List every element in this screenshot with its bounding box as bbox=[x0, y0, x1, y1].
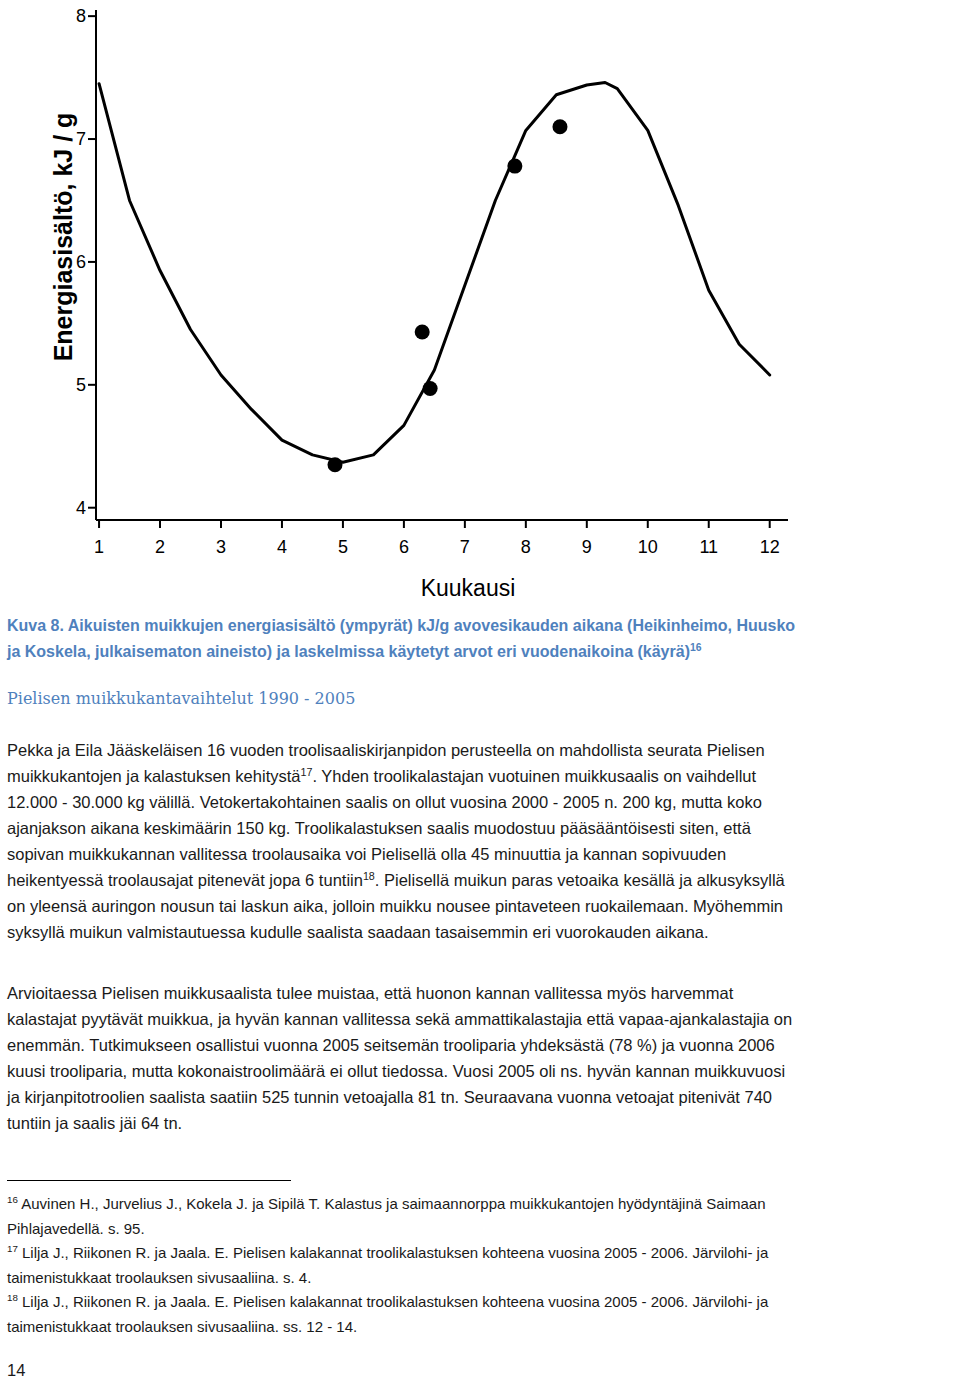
x-tick bbox=[159, 520, 161, 528]
data-point bbox=[552, 119, 567, 134]
text: taimenistukkaat troolauksen sivusaaliina… bbox=[7, 1269, 311, 1286]
text: Lilja J., Riikonen R. ja Jaala. E. Pieli… bbox=[18, 1244, 768, 1261]
paragraph-line: ja kirjanpitotroolien saalista saatiin 5… bbox=[7, 1088, 772, 1107]
text: Pekka ja Eila Jääskeläisen 16 vuoden tro… bbox=[7, 741, 765, 759]
paragraph-line: kalastajat pyytävät muikkua, ja hyvän ka… bbox=[7, 1010, 792, 1029]
heading: Pielisen muikkukantavaihtelut 1990 - 200… bbox=[7, 689, 355, 708]
y-tick-label: 4 bbox=[76, 498, 86, 518]
curve bbox=[99, 83, 770, 463]
footnote-ref: 18 bbox=[7, 1292, 18, 1303]
text: Kuva 8. Aikuisten muikkujen energiasisäl… bbox=[7, 617, 795, 634]
y-tick-label: 6 bbox=[76, 252, 86, 272]
x-tick bbox=[220, 520, 222, 528]
text: muikkukantojen ja kalastuksen kehitystä bbox=[7, 767, 301, 785]
paragraph-line: sopivan muikkukannan vallitessa troolaus… bbox=[7, 845, 726, 864]
x-tick-label: 10 bbox=[638, 537, 658, 557]
text: 12.000 - 30.000 kg välillä. Vetokertakoh… bbox=[7, 793, 762, 811]
paragraph-line: enemmän. Tutkimukseen osallistui vuonna … bbox=[7, 1036, 775, 1055]
caption-line: Kuva 8. Aikuisten muikkujen energiasisäl… bbox=[7, 617, 795, 635]
x-tick-label: 12 bbox=[760, 537, 780, 557]
chart: 45678123456789101112KuukausiEnergiasisäl… bbox=[0, 0, 960, 615]
x-tick bbox=[525, 520, 527, 528]
x-tick-label: 2 bbox=[155, 537, 165, 557]
x-tick bbox=[586, 520, 588, 528]
paragraph-line: ajanjakson aikana keskimäärin 150 kg. Tr… bbox=[7, 819, 751, 838]
text: Auvinen H., Jurvelius J., Kokela J. ja S… bbox=[18, 1195, 766, 1212]
paragraph-line: muikkukantojen ja kalastuksen kehitystä1… bbox=[7, 767, 756, 786]
x-axis bbox=[96, 519, 788, 521]
text: ja kirjanpitotroolien saalista saatiin 5… bbox=[7, 1088, 772, 1106]
text: kuusi trooliparia, mutta kokonaistroolim… bbox=[7, 1062, 785, 1080]
x-tick bbox=[708, 520, 710, 528]
paragraph-line: Arvioitaessa Pielisen muikkusaalista tul… bbox=[7, 984, 733, 1003]
text: Lilja J., Riikonen R. ja Jaala. E. Pieli… bbox=[18, 1293, 768, 1310]
y-tick-label: 8 bbox=[76, 6, 86, 26]
text: on yleensä auringon nousun tai laskun ai… bbox=[7, 897, 783, 915]
text: taimenistukkaat troolauksen sivusaaliina… bbox=[7, 1318, 357, 1335]
footnote-line: 17 Lilja J., Riikonen R. ja Jaala. E. Pi… bbox=[7, 1244, 768, 1261]
footnote-line: Pihlajavedellä. s. 95. bbox=[7, 1220, 145, 1237]
x-tick-label: 11 bbox=[699, 537, 718, 557]
x-tick-label: 3 bbox=[216, 537, 226, 557]
x-tick-label: 7 bbox=[460, 537, 470, 557]
x-tick-label: 6 bbox=[399, 537, 409, 557]
x-tick-label: 1 bbox=[94, 537, 104, 557]
text: Arvioitaessa Pielisen muikkusaalista tul… bbox=[7, 984, 733, 1002]
footnote-line: 16 Auvinen H., Jurvelius J., Kokela J. j… bbox=[7, 1195, 766, 1212]
x-tick-label: 5 bbox=[338, 537, 348, 557]
text: Pihlajavedellä. s. 95. bbox=[7, 1220, 145, 1237]
y-tick bbox=[88, 15, 96, 17]
x-tick bbox=[403, 520, 405, 528]
data-point bbox=[415, 324, 430, 339]
x-tick-label: 9 bbox=[582, 537, 592, 557]
y-tick bbox=[88, 507, 96, 509]
footnote-rule bbox=[7, 1180, 291, 1181]
paragraph-line: on yleensä auringon nousun tai laskun ai… bbox=[7, 897, 783, 916]
paragraph-line: kuusi trooliparia, mutta kokonaistroolim… bbox=[7, 1062, 785, 1081]
x-tick bbox=[769, 520, 771, 528]
footnote-line: taimenistukkaat troolauksen sivusaaliina… bbox=[7, 1269, 311, 1286]
paragraph-line: tuntiin ja saalis jäi 64 tn. bbox=[7, 1114, 182, 1133]
x-axis-label: Kuukausi bbox=[421, 575, 516, 601]
x-tick bbox=[98, 520, 100, 528]
x-tick bbox=[647, 520, 649, 528]
footnote-ref: 18 bbox=[363, 870, 375, 882]
text: kalastajat pyytävät muikkua, ja hyvän ka… bbox=[7, 1010, 792, 1028]
footnote-line: taimenistukkaat troolauksen sivusaaliina… bbox=[7, 1318, 357, 1335]
y-axis bbox=[95, 10, 97, 520]
paragraph-line: 12.000 - 30.000 kg välillä. Vetokertakoh… bbox=[7, 793, 762, 812]
page-number: 14 bbox=[7, 1361, 25, 1379]
y-tick-label: 5 bbox=[76, 375, 86, 395]
x-tick-label: 8 bbox=[521, 537, 531, 557]
text: enemmän. Tutkimukseen osallistui vuonna … bbox=[7, 1036, 775, 1054]
text: ja Koskela, julkaisematon aineisto) ja l… bbox=[7, 643, 690, 660]
text: . Yhden troolikalastajan vuotuinen muikk… bbox=[312, 767, 756, 785]
y-tick bbox=[88, 261, 96, 263]
footnote-line: 18 Lilja J., Riikonen R. ja Jaala. E. Pi… bbox=[7, 1293, 768, 1310]
y-axis-label: Energiasisältö, kJ / g bbox=[49, 113, 77, 362]
text: heikentyessä troolausajat pitenevät jopa… bbox=[7, 871, 363, 889]
footnote-ref: 16 bbox=[690, 642, 702, 653]
x-tick-label: 4 bbox=[277, 537, 287, 557]
x-tick bbox=[342, 520, 344, 528]
text: . Pielisellä muikun paras vetoaika kesäl… bbox=[375, 871, 785, 889]
text: syksyllä muikun valmistautuessa kudulle … bbox=[7, 923, 709, 941]
paragraph-line: heikentyessä troolausajat pitenevät jopa… bbox=[7, 871, 785, 890]
text: sopivan muikkukannan vallitessa troolaus… bbox=[7, 845, 726, 863]
text: tuntiin ja saalis jäi 64 tn. bbox=[7, 1114, 182, 1132]
text: ajanjakson aikana keskimäärin 150 kg. Tr… bbox=[7, 819, 751, 837]
caption-line: ja Koskela, julkaisematon aineisto) ja l… bbox=[7, 643, 702, 661]
x-tick bbox=[281, 520, 283, 528]
y-tick bbox=[88, 138, 96, 140]
footnote-ref: 16 bbox=[7, 1194, 18, 1205]
plot-area bbox=[99, 83, 770, 473]
y-tick bbox=[88, 384, 96, 386]
footnote-ref: 17 bbox=[301, 766, 313, 778]
paragraph-line: Pekka ja Eila Jääskeläisen 16 vuoden tro… bbox=[7, 741, 765, 760]
y-tick-label: 7 bbox=[76, 129, 86, 149]
paragraph-line: syksyllä muikun valmistautuessa kudulle … bbox=[7, 923, 709, 942]
footnote-ref: 17 bbox=[7, 1243, 18, 1254]
x-tick bbox=[464, 520, 466, 528]
